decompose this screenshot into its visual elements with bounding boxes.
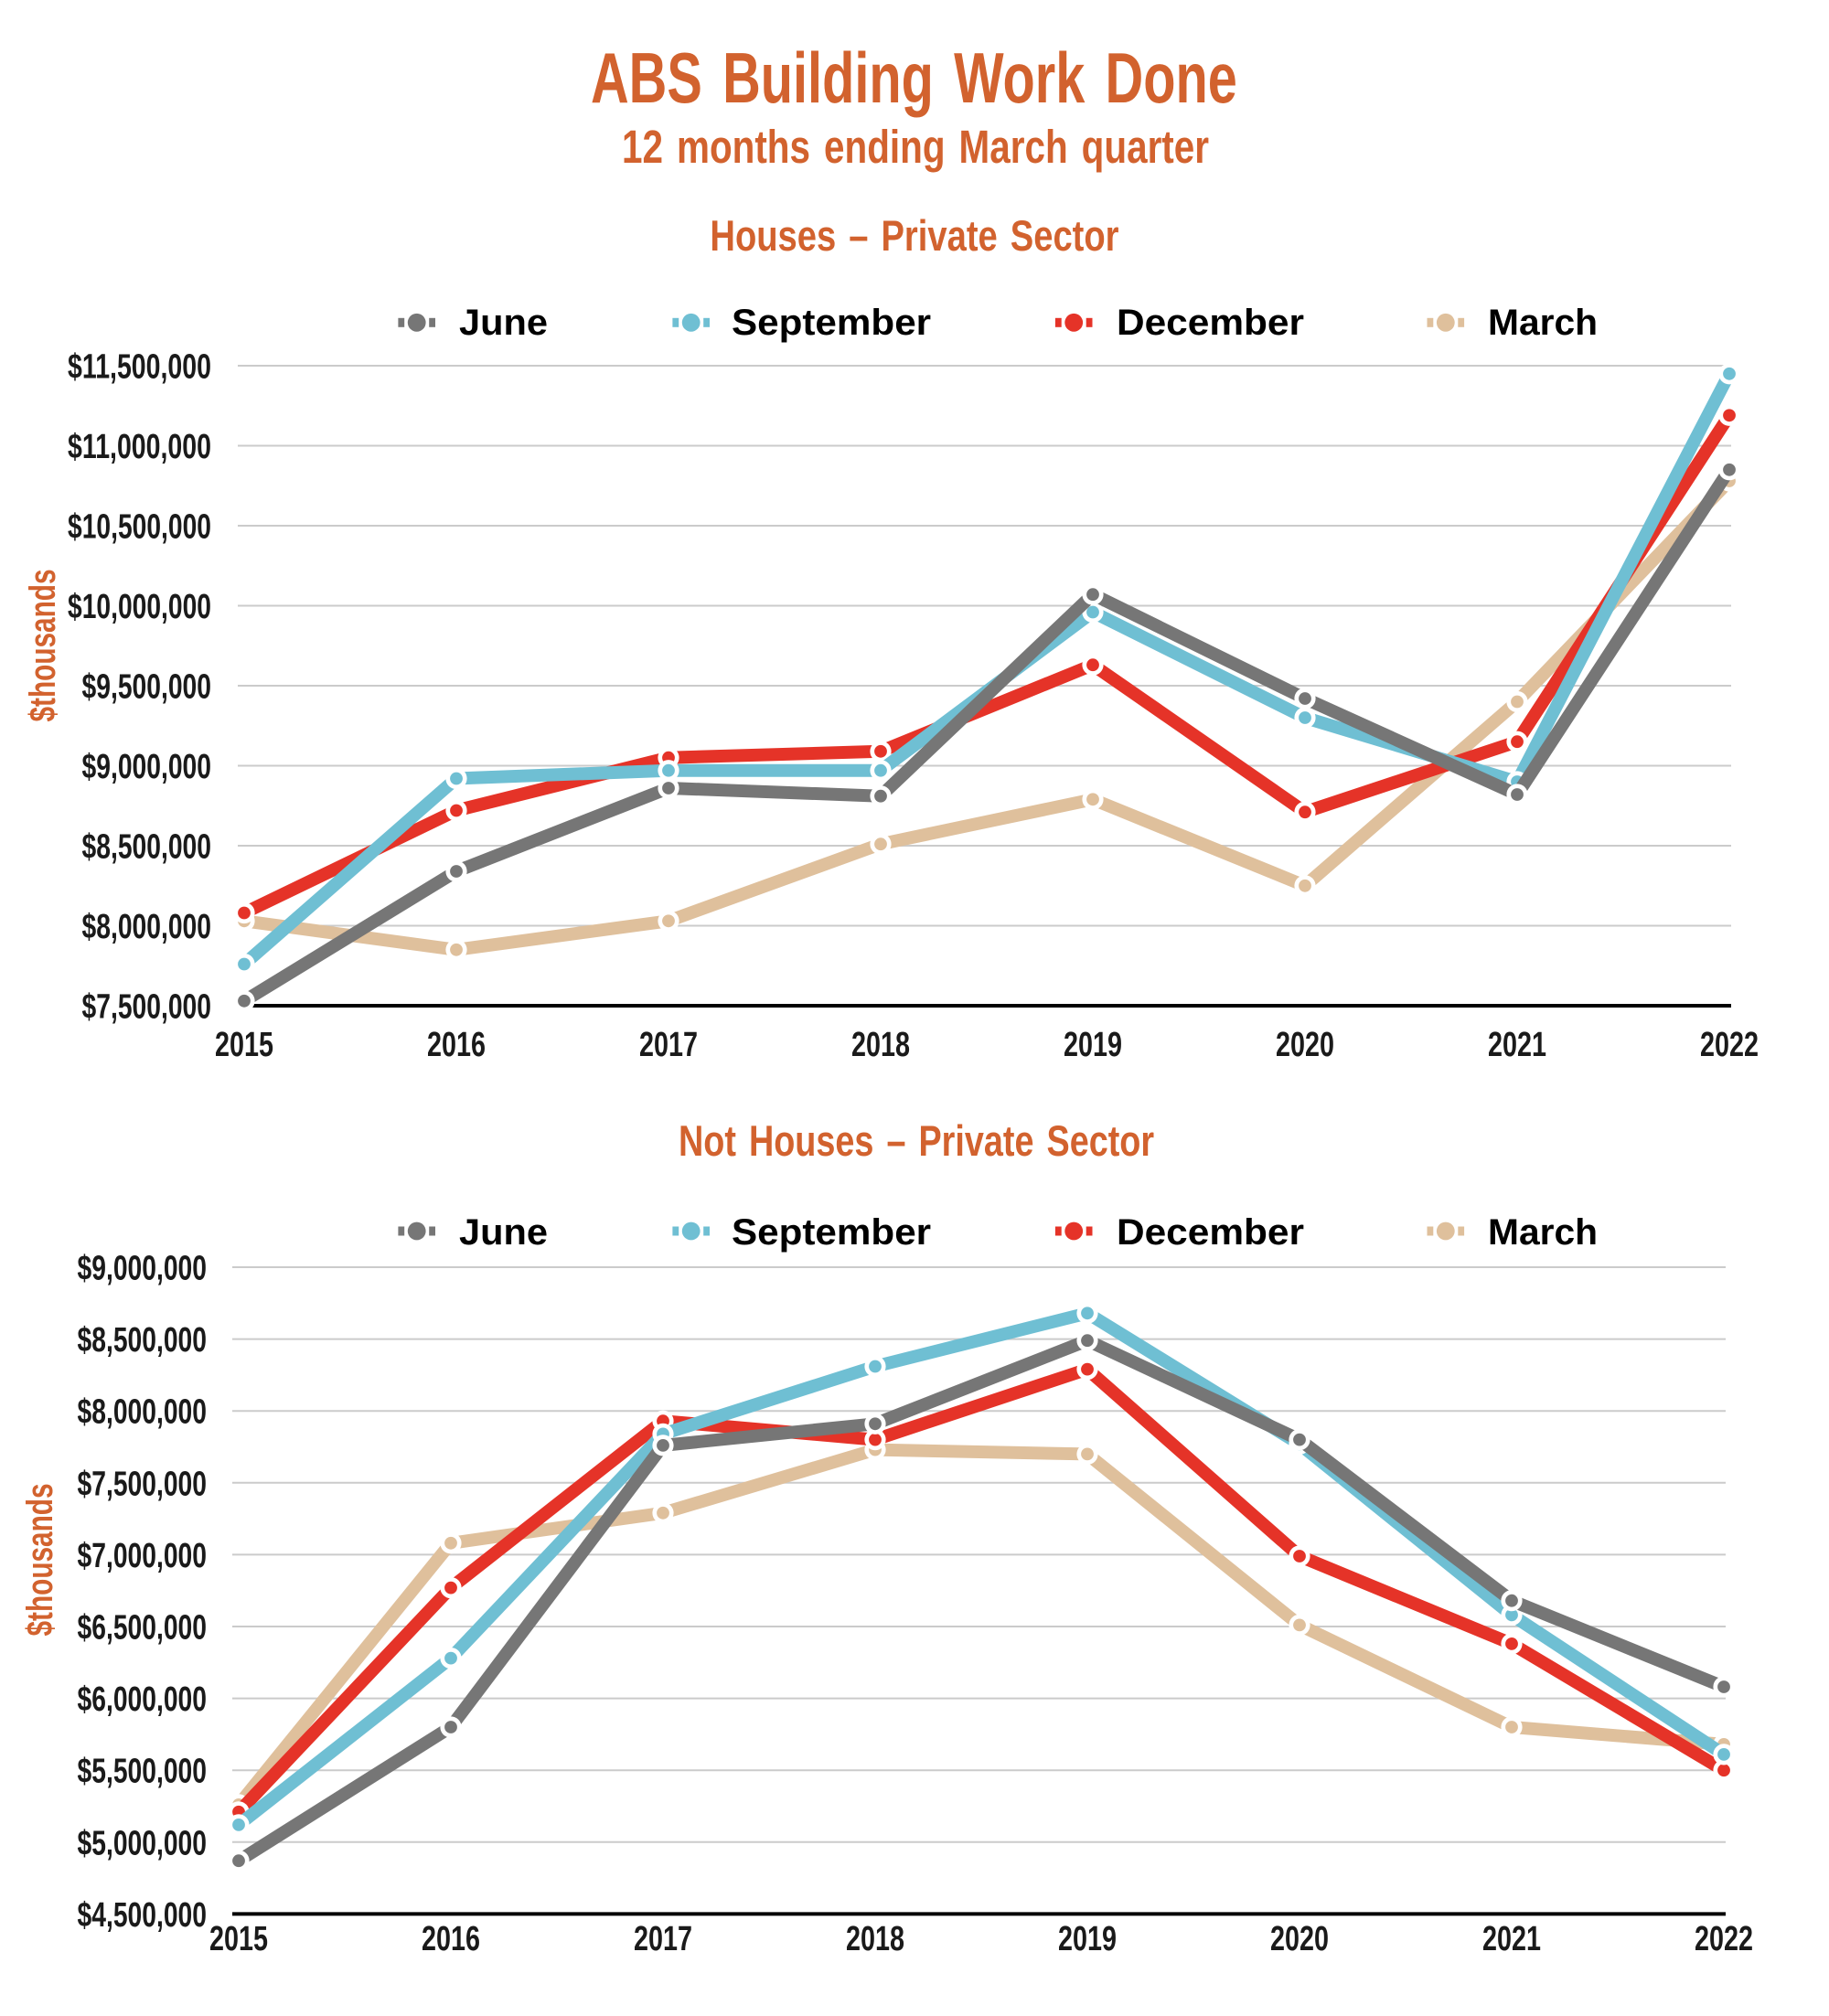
svg-text:June: June [459, 1211, 548, 1253]
svg-text:2016: 2016 [427, 1025, 486, 1064]
svg-text:$5,000,000: $5,000,000 [78, 1824, 207, 1862]
svg-text:Building: Building [722, 38, 934, 119]
svg-text:$9,000,000: $9,000,000 [78, 1250, 207, 1288]
svg-text:$8,500,000: $8,500,000 [78, 1321, 207, 1360]
svg-text:2017: 2017 [639, 1025, 698, 1064]
svg-text:$11,000,000: $11,000,000 [68, 428, 211, 466]
svg-text:September: September [732, 1211, 931, 1253]
svg-text:–: – [849, 212, 868, 261]
svg-text:$8,000,000: $8,000,000 [78, 1393, 207, 1432]
svg-text:2021: 2021 [1488, 1025, 1546, 1064]
svg-text:$7,000,000: $7,000,000 [78, 1537, 207, 1575]
svg-text:2019: 2019 [1064, 1025, 1122, 1064]
svg-text:–: – [886, 1117, 905, 1166]
svg-text:Work: Work [954, 38, 1086, 119]
svg-text:12: 12 [622, 120, 663, 173]
svg-text:Not: Not [679, 1117, 736, 1166]
svg-text:Done: Done [1106, 38, 1237, 119]
svg-text:2015: 2015 [209, 1919, 268, 1958]
svg-text:2017: 2017 [634, 1919, 692, 1958]
svg-text:$6,500,000: $6,500,000 [78, 1609, 207, 1648]
svg-text:2018: 2018 [846, 1919, 904, 1958]
svg-text:$10,000,000: $10,000,000 [68, 588, 211, 626]
svg-text:$9,500,000: $9,500,000 [82, 668, 211, 707]
svg-text:2022: 2022 [1695, 1919, 1753, 1958]
svg-text:$7,500,000: $7,500,000 [78, 1465, 207, 1503]
svg-text:Private: Private [881, 212, 997, 261]
svg-text:Houses: Houses [749, 1117, 873, 1166]
svg-text:$4,500,000: $4,500,000 [78, 1896, 207, 1935]
svg-text:2019: 2019 [1058, 1919, 1117, 1958]
svg-text:March: March [959, 120, 1068, 173]
svg-text:2020: 2020 [1270, 1919, 1329, 1958]
svg-text:$11,500,000: $11,500,000 [68, 348, 211, 387]
svg-text:quarter: quarter [1082, 120, 1209, 173]
svg-text:2018: 2018 [851, 1025, 910, 1064]
svg-text:September: September [732, 302, 931, 343]
svg-text:Sector: Sector [1011, 212, 1119, 261]
svg-text:Houses: Houses [710, 212, 836, 261]
svg-text:ending: ending [824, 120, 946, 173]
svg-text:$5,500,000: $5,500,000 [78, 1753, 207, 1791]
svg-text:$thousands: $thousands [23, 570, 63, 722]
svg-text:$8,000,000: $8,000,000 [82, 908, 211, 946]
svg-text:2016: 2016 [422, 1919, 480, 1958]
svg-text:Private: Private [918, 1117, 1033, 1166]
svg-text:2021: 2021 [1482, 1919, 1541, 1958]
svg-text:2022: 2022 [1700, 1025, 1759, 1064]
svg-text:$7,500,000: $7,500,000 [82, 988, 211, 1027]
svg-text:$10,500,000: $10,500,000 [68, 508, 211, 547]
svg-text:months: months [677, 120, 810, 173]
svg-text:2020: 2020 [1276, 1025, 1334, 1064]
svg-text:December: December [1117, 1211, 1304, 1253]
svg-text:March: March [1488, 301, 1598, 343]
svg-text:$9,000,000: $9,000,000 [82, 748, 211, 786]
svg-text:Sector: Sector [1047, 1117, 1155, 1166]
svg-text:March: March [1488, 1211, 1598, 1253]
svg-text:$8,500,000: $8,500,000 [82, 828, 211, 867]
svg-text:June: June [459, 302, 548, 343]
svg-text:$thousands: $thousands [20, 1484, 60, 1637]
svg-text:December: December [1117, 302, 1304, 343]
svg-text:ABS: ABS [591, 38, 702, 119]
svg-text:$6,000,000: $6,000,000 [78, 1680, 207, 1719]
svg-text:2015: 2015 [215, 1025, 273, 1064]
